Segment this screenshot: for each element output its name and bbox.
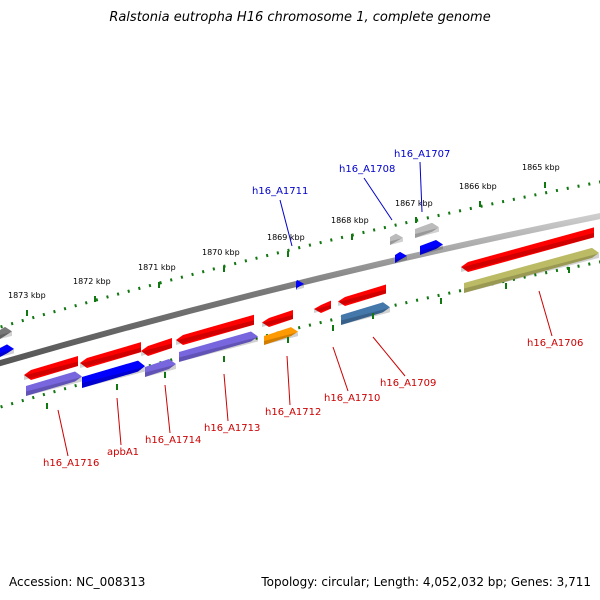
leader-h16_A1708 (363, 177, 393, 221)
gene-label-h16_A1711: h16_A1711 (252, 186, 308, 197)
tick-label-5: 1868 kbp (331, 216, 369, 225)
gene-block-apbA1-a (80, 342, 141, 368)
gene-block-h16_A1716 (24, 355, 78, 380)
gene-block-h16_A1709 (341, 302, 390, 325)
tick-label-4: 1869 kbp (267, 233, 305, 242)
tick-label-0: 1873 kbp (8, 291, 46, 300)
tick-label-8: 1865 kbp (522, 163, 560, 172)
gene-label-apbA1: apbA1 (107, 447, 139, 458)
gene-block-h16_A1707-shade (420, 244, 443, 255)
gene-block-left-blue-shade (0, 349, 14, 357)
outer-tick-track (0, 180, 600, 329)
gene-block-h16_A1708 (395, 251, 407, 263)
gene-block-h16_A1709-a (338, 284, 386, 306)
tick-label-3: 1870 kbp (202, 248, 240, 257)
gene-block-h16_A1708-shade (395, 256, 407, 263)
gene-block-h16_A1716-shade (24, 361, 78, 380)
gene-block-h16_A1706-a-shade (461, 232, 594, 272)
gene-block-h16_A1712-shade (264, 332, 298, 345)
gene-block-h16_A1710 (314, 300, 331, 313)
gene-block-h16_A1707-grey-shade (415, 227, 439, 238)
gene-block-h16_A1711 (296, 279, 304, 290)
leader-h16_A1712 (286, 355, 291, 406)
gene-block-apbA1-a-shade (80, 347, 141, 368)
gene-label-h16_A1707: h16_A1707 (394, 149, 450, 160)
gene-block-h16_A1712 (264, 327, 298, 345)
gene-block-h16_A1707-grey (415, 222, 439, 238)
inner-tick-track (0, 260, 600, 409)
gene-label-h16_A1709: h16_A1709 (380, 378, 436, 389)
gene-block-h16_A1714-a (141, 337, 172, 356)
gene-label-h16_A1716: h16_A1716 (43, 458, 99, 469)
gene-block-h16_A1711-shade (296, 284, 304, 290)
gene-block-h16_A1714 (145, 358, 176, 377)
gene-block-h16_A1713 (179, 331, 258, 362)
gene-block-h16_A1706-shade (464, 253, 599, 293)
gene-block-h16_A1713-a-shade (176, 320, 254, 345)
leader-h16_A1714 (164, 384, 171, 434)
tick-label-1: 1872 kbp (73, 277, 111, 286)
gene-block-h16_A1712-a (262, 309, 293, 327)
gene-block-h16_A1707 (420, 240, 443, 255)
gene-block-apbA1-shade (82, 366, 145, 388)
gene-block-h16_A1714-shade (145, 364, 176, 377)
gene-block-h16_A1708-grey-shade (390, 238, 403, 245)
gene-block-h16_A1708-grey (390, 233, 403, 245)
gene-block-h16_A1713-a (176, 314, 254, 345)
tick-label-6: 1867 kbp (395, 199, 433, 208)
accession-text: Accession: NC_008313 (9, 575, 146, 589)
topology-text: Topology: circular; Length: 4,052,032 bp… (261, 575, 591, 589)
gene-block-left-blue (0, 344, 14, 357)
gene-block-h16_A1706-a (461, 227, 594, 272)
leader-apbA1 (116, 397, 122, 446)
leader-h16_A1711 (279, 199, 293, 247)
gene-block-h16_A1706 (464, 247, 599, 293)
leader-h16_A1713 (223, 373, 229, 422)
leader-h16_A1710 (332, 346, 349, 392)
gene-block-h16_A1709-shade (341, 307, 390, 325)
gene-label-h16_A1712: h16_A1712 (265, 407, 321, 418)
tick-label-2: 1871 kbp (138, 263, 176, 272)
leader-h16_A1716 (57, 409, 69, 457)
gene-label-h16_A1710: h16_A1710 (324, 393, 380, 404)
gene-block-h16_A1716-b (26, 371, 82, 396)
gene-block-h16_A1716-b-shade (26, 376, 82, 396)
gene-block-left-grey (0, 326, 12, 339)
gene-block-h16_A1709-a-shade (338, 289, 386, 306)
leader-h16_A1709 (372, 336, 406, 377)
leader-h16_A1706 (538, 290, 553, 337)
tick-label-7: 1866 kbp (459, 182, 497, 191)
gene-block-h16_A1712-a-shade (262, 314, 293, 327)
gene-label-h16_A1706: h16_A1706 (527, 338, 583, 349)
gene-label-h16_A1714: h16_A1714 (145, 435, 201, 446)
gene-label-h16_A1708: h16_A1708 (339, 164, 395, 175)
map-title: Ralstonia eutropha H16 chromosome 1, com… (109, 10, 491, 25)
gene-label-h16_A1713: h16_A1713 (204, 423, 260, 434)
gene-block-left-grey-shade (0, 331, 12, 339)
leader-h16_A1707 (419, 161, 423, 213)
gene-block-h16_A1713-shade (179, 336, 258, 362)
gene-block-h16_A1714-a-shade (141, 343, 172, 356)
gene-block-apbA1 (82, 360, 145, 388)
gene-block-h16_A1710-shade (314, 304, 331, 313)
